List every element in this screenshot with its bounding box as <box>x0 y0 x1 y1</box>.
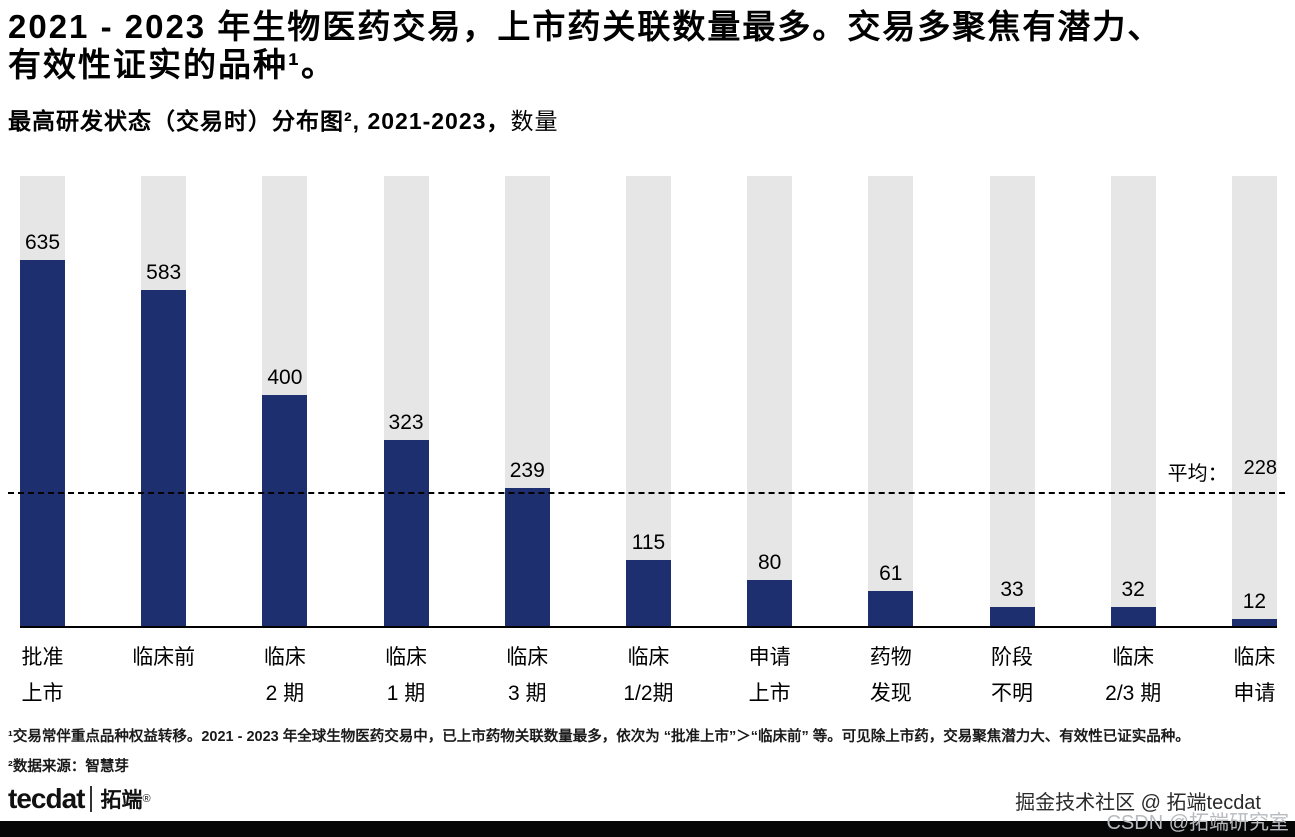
bottom-black-bar <box>0 821 1295 837</box>
x-axis-label-line: 不明 <box>991 681 1033 705</box>
bar-track: 61 <box>868 175 914 626</box>
x-axis-label-line: 批准 <box>21 645 64 669</box>
x-axis-label: 临床 1 期 <box>384 640 429 711</box>
bar-value-label: 12 <box>1242 589 1267 613</box>
bar-value-label: 33 <box>1000 577 1024 601</box>
x-axis-label-line: 临床 <box>1233 645 1276 669</box>
x-axis-label: 临床 2 期 <box>262 640 307 711</box>
bar-1 <box>141 289 187 626</box>
average-label: 平均： 228 <box>1168 457 1277 486</box>
x-axis-label-line: 临床 <box>627 645 670 669</box>
x-axis-label-line: 临床 <box>385 645 428 669</box>
x-axis-labels: 批准 上市 临床前 临床 2 期临床 1 期临床 3 期临床 1/2期 申请 上市 药物 发现 阶段 不明… <box>20 640 1277 711</box>
x-axis-label: 临床 2/3 期 <box>1105 640 1161 711</box>
bar-value-label: 583 <box>146 260 182 284</box>
page-title-line1: 2021 - 2023 年生物医药交易，上市药关联数量最多。交易多聚焦有潜力、 <box>8 8 1163 45</box>
bar-value-label: 32 <box>1121 578 1145 602</box>
average-line: 平均： 228 <box>8 457 1285 495</box>
average-value: 228 <box>1243 457 1277 480</box>
bar-6 <box>747 579 793 626</box>
bar-track: 239 <box>504 175 550 626</box>
x-axis-label: 阶段 不明 <box>990 640 1035 711</box>
bar-2 <box>262 395 308 626</box>
bar-value-label: 61 <box>879 561 903 585</box>
bar-7 <box>868 590 914 626</box>
x-axis-label: 临床 3 期 <box>505 640 550 711</box>
bar-track: 12 <box>1231 175 1277 626</box>
bar-3 <box>383 439 429 626</box>
x-axis-label: 临床前 <box>132 640 195 711</box>
bar-track: 400 <box>262 175 308 626</box>
x-axis-label-line: 临床 <box>263 645 306 669</box>
bar-4 <box>504 488 550 626</box>
bar-value-label: 80 <box>757 550 782 574</box>
x-axis-label: 批准 上市 <box>20 640 65 711</box>
bar-5 <box>625 559 671 626</box>
community-credit: 掘金技术社区 @ 拓端tecdat <box>1015 792 1261 814</box>
x-axis-label-line: 申请 <box>748 645 791 669</box>
bar-chart: 平均： 228 635 583 400 323 239 115 80 61 33 32 12 批准上… <box>8 175 1285 711</box>
x-axis-label-line: 阶段 <box>991 645 1033 669</box>
bar-value-label: 115 <box>631 530 666 554</box>
bar-0 <box>20 259 65 626</box>
x-axis-label-line: 上市 <box>21 681 64 705</box>
chart-subtitle: 最高研发状态（交易时）分布图², 2021-2023，数量 <box>8 102 1259 136</box>
x-axis-label-line: 申请 <box>1233 681 1276 705</box>
x-axis-label: 临床 1/2期 <box>623 640 674 711</box>
bar-10 <box>1231 618 1277 626</box>
watermark: CSDN @拓端研究室 <box>1106 812 1289 834</box>
plot-area: 平均： 228 635 583 400 323 239 115 80 61 33 32 12 <box>8 175 1285 628</box>
average-label-prefix: 平均： <box>1167 463 1228 486</box>
bar-8 <box>989 606 1035 626</box>
chart-subtitle-suffix: 数量 <box>510 107 559 134</box>
x-axis-label-line: 临床 <box>1112 645 1155 669</box>
chart-subtitle-main: 最高研发状态（交易时）分布图², 2021-2023， <box>8 107 511 134</box>
bar-track: 323 <box>383 175 429 626</box>
logo-cn-text: 拓端 <box>100 789 143 812</box>
x-axis-label: 临床 申请 <box>1232 640 1277 711</box>
bar-track: 115 <box>625 175 671 626</box>
x-axis-label-line: 上市 <box>748 681 791 705</box>
footnote-1: ¹交易常伴重点品种权益转移。2021 - 2023 年全球生物医药交易中，已上市… <box>8 729 1190 746</box>
bar-track: 583 <box>141 175 187 626</box>
x-axis-label-line: 1 期 <box>386 681 426 705</box>
logo-divider <box>90 786 93 812</box>
x-axis-label-line: 临床 <box>506 645 549 669</box>
bar-value-label: 239 <box>509 459 545 482</box>
x-axis-label-line: 3 期 <box>507 681 547 705</box>
footnote-source: ²数据来源：智慧芽 <box>8 759 129 775</box>
logo-brand-text: tecdat <box>8 783 85 814</box>
x-axis-label: 申请 上市 <box>747 640 792 711</box>
page-title: 2021 - 2023 年生物医药交易，上市药关联数量最多。交易多聚焦有潜力、 … <box>8 8 1259 84</box>
bar-track: 32 <box>1110 175 1156 626</box>
tecdat-logo: tecdat 拓端 ® <box>8 783 151 815</box>
x-axis-label-line: 2/3 期 <box>1105 681 1162 705</box>
x-axis-label-line: 临床前 <box>132 645 196 669</box>
bar-value-label: 635 <box>24 230 61 254</box>
x-axis-label-line: 药物 <box>869 645 912 669</box>
x-axis-label: 药物 发现 <box>868 640 913 711</box>
bar-track: 33 <box>989 175 1035 626</box>
bar-value-label: 400 <box>267 366 303 390</box>
bar-track: 80 <box>747 175 793 626</box>
page-title-line2: 有效性证实的品种¹。 <box>8 45 336 83</box>
bar-value-label: 323 <box>388 410 424 434</box>
x-axis-label-line: 发现 <box>869 681 912 705</box>
bar-9 <box>1110 607 1156 626</box>
logo-registered-mark: ® <box>142 793 151 805</box>
header: 2021 - 2023 年生物医药交易，上市药关联数量最多。交易多聚焦有潜力、 … <box>0 0 1295 136</box>
bar-track: 635 <box>20 175 65 626</box>
x-axis-label-line: 1/2期 <box>623 681 674 705</box>
x-axis-label-line: 2 期 <box>265 681 305 705</box>
